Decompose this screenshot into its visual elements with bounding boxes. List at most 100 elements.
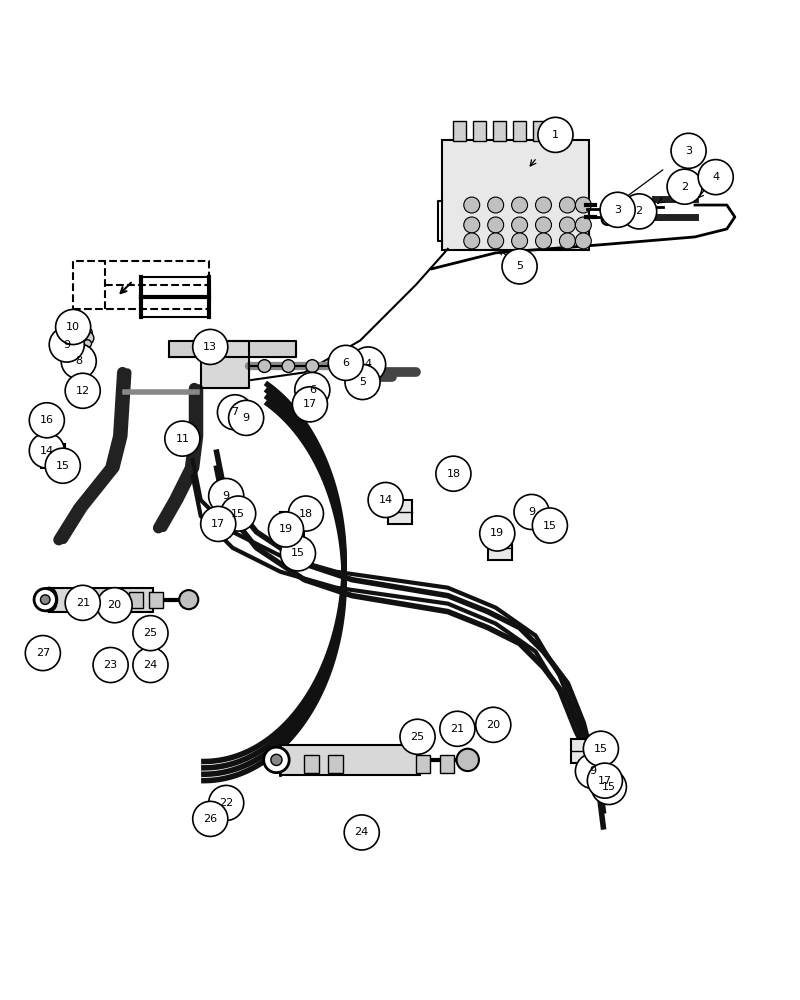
Text: 5: 5 — [359, 377, 366, 387]
Circle shape — [591, 769, 626, 805]
Bar — [304, 755, 318, 773]
Circle shape — [281, 536, 315, 571]
FancyBboxPatch shape — [442, 140, 589, 250]
Circle shape — [30, 403, 64, 438]
Circle shape — [502, 249, 537, 284]
Circle shape — [575, 754, 610, 789]
Circle shape — [269, 512, 303, 547]
Circle shape — [97, 588, 132, 623]
Text: 8: 8 — [75, 356, 82, 366]
Circle shape — [600, 192, 635, 227]
Text: 7: 7 — [231, 407, 238, 417]
Bar — [328, 755, 342, 773]
Circle shape — [55, 309, 90, 345]
Text: 15: 15 — [291, 548, 305, 558]
Circle shape — [82, 328, 92, 337]
Circle shape — [575, 217, 591, 233]
Text: 22: 22 — [219, 798, 234, 808]
Circle shape — [440, 711, 475, 746]
Bar — [129, 592, 143, 608]
Text: 25: 25 — [143, 628, 158, 638]
Text: 5: 5 — [516, 261, 523, 271]
Circle shape — [535, 217, 551, 233]
Bar — [42, 444, 65, 468]
Circle shape — [328, 345, 363, 380]
Text: 4: 4 — [712, 172, 719, 182]
Circle shape — [512, 217, 527, 233]
Text: 19: 19 — [490, 528, 504, 538]
Circle shape — [583, 731, 618, 766]
Text: 19: 19 — [279, 524, 293, 534]
Text: 20: 20 — [107, 600, 122, 610]
Text: 16: 16 — [40, 415, 54, 425]
Bar — [514, 121, 526, 141]
Circle shape — [457, 749, 479, 771]
Circle shape — [46, 448, 80, 483]
Text: 9: 9 — [222, 491, 230, 501]
Text: 15: 15 — [56, 461, 70, 471]
Circle shape — [229, 400, 264, 435]
Circle shape — [538, 117, 573, 152]
Circle shape — [512, 197, 527, 213]
Circle shape — [344, 815, 379, 850]
Circle shape — [400, 719, 435, 754]
Text: 4: 4 — [365, 359, 372, 369]
Text: 26: 26 — [203, 814, 218, 824]
Circle shape — [436, 456, 471, 491]
Text: 21: 21 — [76, 598, 90, 608]
Ellipse shape — [42, 588, 57, 612]
Text: 18: 18 — [299, 509, 313, 519]
Circle shape — [193, 329, 228, 364]
Circle shape — [488, 197, 504, 213]
Circle shape — [41, 595, 50, 604]
Text: 13: 13 — [203, 342, 218, 352]
Circle shape — [488, 217, 504, 233]
Text: 24: 24 — [143, 660, 158, 670]
Bar — [50, 588, 153, 612]
Circle shape — [575, 233, 591, 249]
Circle shape — [330, 360, 342, 372]
Polygon shape — [201, 341, 249, 388]
Circle shape — [667, 169, 702, 204]
Circle shape — [271, 754, 282, 765]
Circle shape — [133, 616, 168, 651]
Text: 15: 15 — [231, 509, 245, 519]
Bar — [440, 755, 454, 773]
Circle shape — [587, 763, 622, 798]
Circle shape — [350, 347, 386, 382]
Text: 1: 1 — [552, 130, 559, 140]
Circle shape — [50, 327, 84, 362]
Circle shape — [476, 707, 511, 742]
Circle shape — [559, 217, 575, 233]
Text: 18: 18 — [446, 469, 461, 479]
Circle shape — [61, 344, 96, 379]
Circle shape — [179, 590, 198, 609]
Bar — [281, 745, 420, 775]
Text: 23: 23 — [103, 660, 118, 670]
Circle shape — [464, 197, 480, 213]
Text: 3: 3 — [614, 205, 621, 215]
Text: 21: 21 — [450, 724, 465, 734]
Bar — [533, 121, 546, 141]
Circle shape — [306, 360, 318, 372]
Circle shape — [65, 373, 100, 408]
Circle shape — [258, 360, 271, 372]
Circle shape — [209, 478, 244, 514]
Circle shape — [292, 387, 327, 422]
Bar — [553, 121, 566, 141]
Circle shape — [294, 372, 330, 408]
Circle shape — [622, 194, 657, 229]
Text: 2: 2 — [636, 206, 642, 216]
Text: 15: 15 — [543, 521, 557, 531]
Text: 20: 20 — [486, 720, 500, 730]
Text: 14: 14 — [40, 446, 54, 456]
Circle shape — [81, 332, 94, 345]
Circle shape — [133, 647, 168, 683]
Text: 15: 15 — [594, 744, 608, 754]
Circle shape — [480, 516, 515, 551]
Bar — [388, 500, 412, 524]
Circle shape — [559, 197, 575, 213]
Circle shape — [93, 647, 128, 683]
Circle shape — [559, 233, 575, 249]
Text: 6: 6 — [309, 385, 316, 395]
